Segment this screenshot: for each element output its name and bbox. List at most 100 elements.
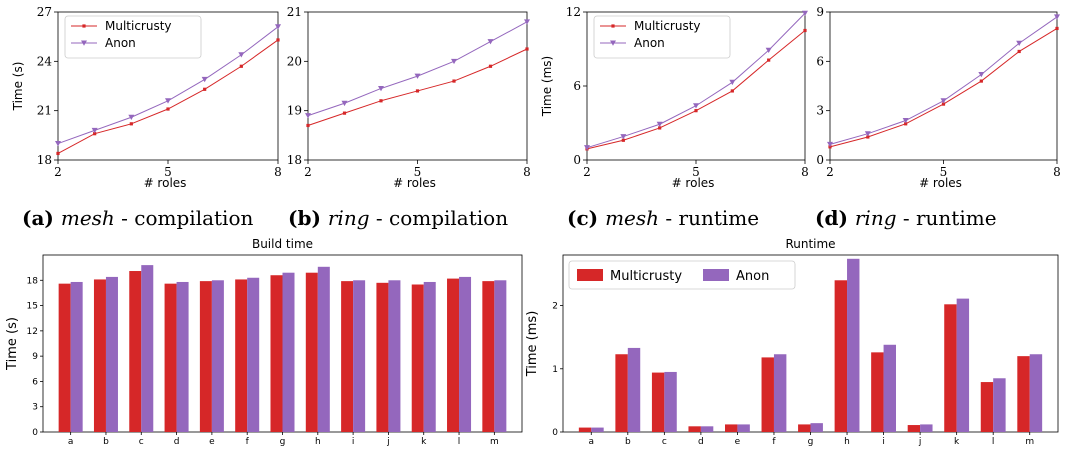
legend-label: Anon: [634, 36, 665, 50]
data-point-anon: [1016, 40, 1023, 47]
series-line-multicrusty: [307, 48, 528, 126]
x-tick-label: a: [68, 437, 74, 447]
x-tick-label: 8: [1053, 165, 1061, 179]
bar-anon-d: [176, 281, 189, 432]
bar-anon-k: [423, 281, 436, 432]
data-point-multicrusty: [767, 58, 771, 62]
x-tick-label: 8: [801, 165, 809, 179]
x-tick-label: e: [209, 437, 215, 447]
x-tick-label: i: [882, 437, 885, 447]
data-point-anon: [940, 98, 947, 104]
y-tick-label: 15: [27, 302, 38, 312]
data-point-anon: [978, 71, 985, 78]
data-point-multicrusty: [203, 87, 207, 91]
bar-anon-g: [282, 272, 295, 432]
x-tick-label: f: [772, 437, 776, 447]
y-tick-label: 3: [816, 104, 824, 118]
bar-anon-h: [847, 258, 860, 432]
x-tick-label: 8: [274, 165, 282, 179]
bar-panel-e: Build time 0 3 6 9 12 15 18 Time (s) a b c d e f g h i j k l…: [5, 237, 523, 447]
x-tick-label: g: [280, 437, 286, 447]
bar-multicrusty-h: [834, 280, 848, 432]
x-tick-label: 5: [414, 165, 422, 179]
bar-multicrusty-j: [376, 282, 389, 432]
legend-box: [568, 260, 796, 290]
x-tick-label: k: [954, 437, 960, 447]
bar-anon-i: [883, 344, 896, 432]
data-point-multicrusty: [1017, 49, 1021, 54]
x-axis-label: # roles: [672, 176, 715, 190]
legend-marker: [82, 24, 86, 28]
data-point-multicrusty: [1055, 26, 1059, 31]
data-point-multicrusty: [979, 79, 983, 83]
legend-label: Multicrusty: [105, 19, 172, 33]
bar-anon-b: [105, 276, 118, 432]
y-tick-label: 0: [32, 428, 38, 438]
data-point-anon: [827, 141, 833, 148]
x-tick-label: m: [490, 437, 499, 447]
x-axis-label: # roles: [919, 176, 962, 190]
y-tick-label: 1: [552, 365, 558, 375]
y-tick-label: 9: [32, 352, 38, 362]
bar-panel-f: Runtime 0 1 2 Time (ms) a b c d e f g h i j k l m Multicru…: [525, 237, 1059, 447]
y-tick-label: 3: [32, 403, 38, 413]
legend-label: Multicrusty: [634, 19, 701, 33]
bar-multicrusty-f: [761, 357, 774, 432]
bar-anon-c: [664, 371, 677, 432]
bar-multicrusty-e: [725, 424, 738, 432]
data-point-multicrusty: [239, 64, 243, 68]
series-line-anon: [829, 16, 1058, 145]
y-axis-label: Time (ms): [525, 311, 540, 378]
data-point-anon: [165, 98, 171, 104]
bar-anon-m: [494, 280, 507, 432]
bar-anon-f: [247, 277, 260, 432]
legend-label: Multicrusty: [610, 269, 682, 284]
caption-letter: (b): [288, 206, 328, 230]
data-point-anon: [414, 73, 421, 79]
line-panel-a: 2 5 8 18 21 24 27 # roles Time (s) Multicrusty Ano…: [11, 5, 282, 230]
legend-label: Anon: [736, 269, 769, 284]
x-tick-label: 5: [940, 165, 948, 179]
data-point-anon: [305, 113, 311, 119]
data-point-multicrusty: [904, 122, 908, 126]
y-tick-label: 0: [573, 153, 581, 167]
x-axis-label: # roles: [144, 176, 187, 190]
data-point-anon: [524, 19, 530, 25]
caption-rest: - runtime: [659, 206, 759, 230]
y-tick-label: 12: [566, 5, 581, 19]
data-point-anon: [765, 47, 772, 54]
y-axis-label: Time (s): [5, 317, 20, 371]
bar-multicrusty-i: [871, 352, 884, 432]
y-tick-label: 18: [37, 153, 52, 167]
x-tick-label: l: [458, 437, 461, 447]
caption-rest: - compilation: [370, 206, 509, 230]
bar-multicrusty-a: [58, 283, 71, 432]
bar-anon-i: [353, 280, 366, 432]
bar-multicrusty-l: [980, 382, 994, 432]
data-point-multicrusty: [452, 79, 456, 83]
data-point-multicrusty: [694, 109, 698, 113]
series-line-multicrusty: [829, 28, 1058, 148]
x-tick-label: d: [174, 437, 180, 447]
x-tick-label: i: [352, 437, 355, 447]
y-axis-label: Time (ms): [540, 56, 554, 118]
line-panel-d: 2 5 8 0 3 6 9 # roles (d) ring - runtime: [815, 5, 1061, 230]
data-point-multicrusty: [342, 111, 347, 115]
line-panel-b: 2 5 8 18 19 20 21 # roles (b) ring - compilation: [287, 5, 531, 230]
y-tick-label: 6: [573, 79, 581, 93]
x-tick-label: l: [992, 437, 995, 447]
x-tick-label: j: [918, 437, 922, 447]
chart-title: Runtime: [785, 237, 835, 251]
caption-rest: - compilation: [115, 206, 254, 230]
y-tick-label: 9: [816, 5, 824, 19]
data-point-multicrusty: [866, 135, 870, 139]
series-line-anon: [307, 21, 528, 117]
bar-multicrusty-c: [651, 372, 665, 432]
data-point-anon: [128, 114, 135, 121]
x-tick-label: 5: [164, 165, 172, 179]
legend-swatch: [577, 269, 603, 281]
bar-anon-e: [211, 280, 224, 432]
bar-anon-d: [700, 426, 714, 432]
y-tick-label: 2: [552, 302, 558, 312]
panel-caption: (d) ring - runtime: [815, 206, 997, 230]
